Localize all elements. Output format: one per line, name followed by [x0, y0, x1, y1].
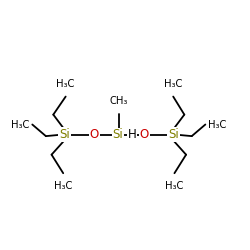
- Text: H₃C: H₃C: [208, 120, 226, 130]
- Text: H₃C: H₃C: [56, 79, 75, 89]
- Text: Si: Si: [168, 128, 178, 141]
- Text: H: H: [128, 128, 136, 141]
- Text: Si: Si: [112, 128, 123, 141]
- Text: O: O: [90, 128, 99, 141]
- Text: H₃C: H₃C: [165, 180, 184, 190]
- Text: H₃C: H₃C: [12, 120, 30, 130]
- Text: H₃C: H₃C: [164, 79, 182, 89]
- Text: Si: Si: [59, 128, 70, 141]
- Text: CH₃: CH₃: [110, 96, 128, 106]
- Text: H₃C: H₃C: [54, 180, 72, 190]
- Text: O: O: [140, 128, 149, 141]
